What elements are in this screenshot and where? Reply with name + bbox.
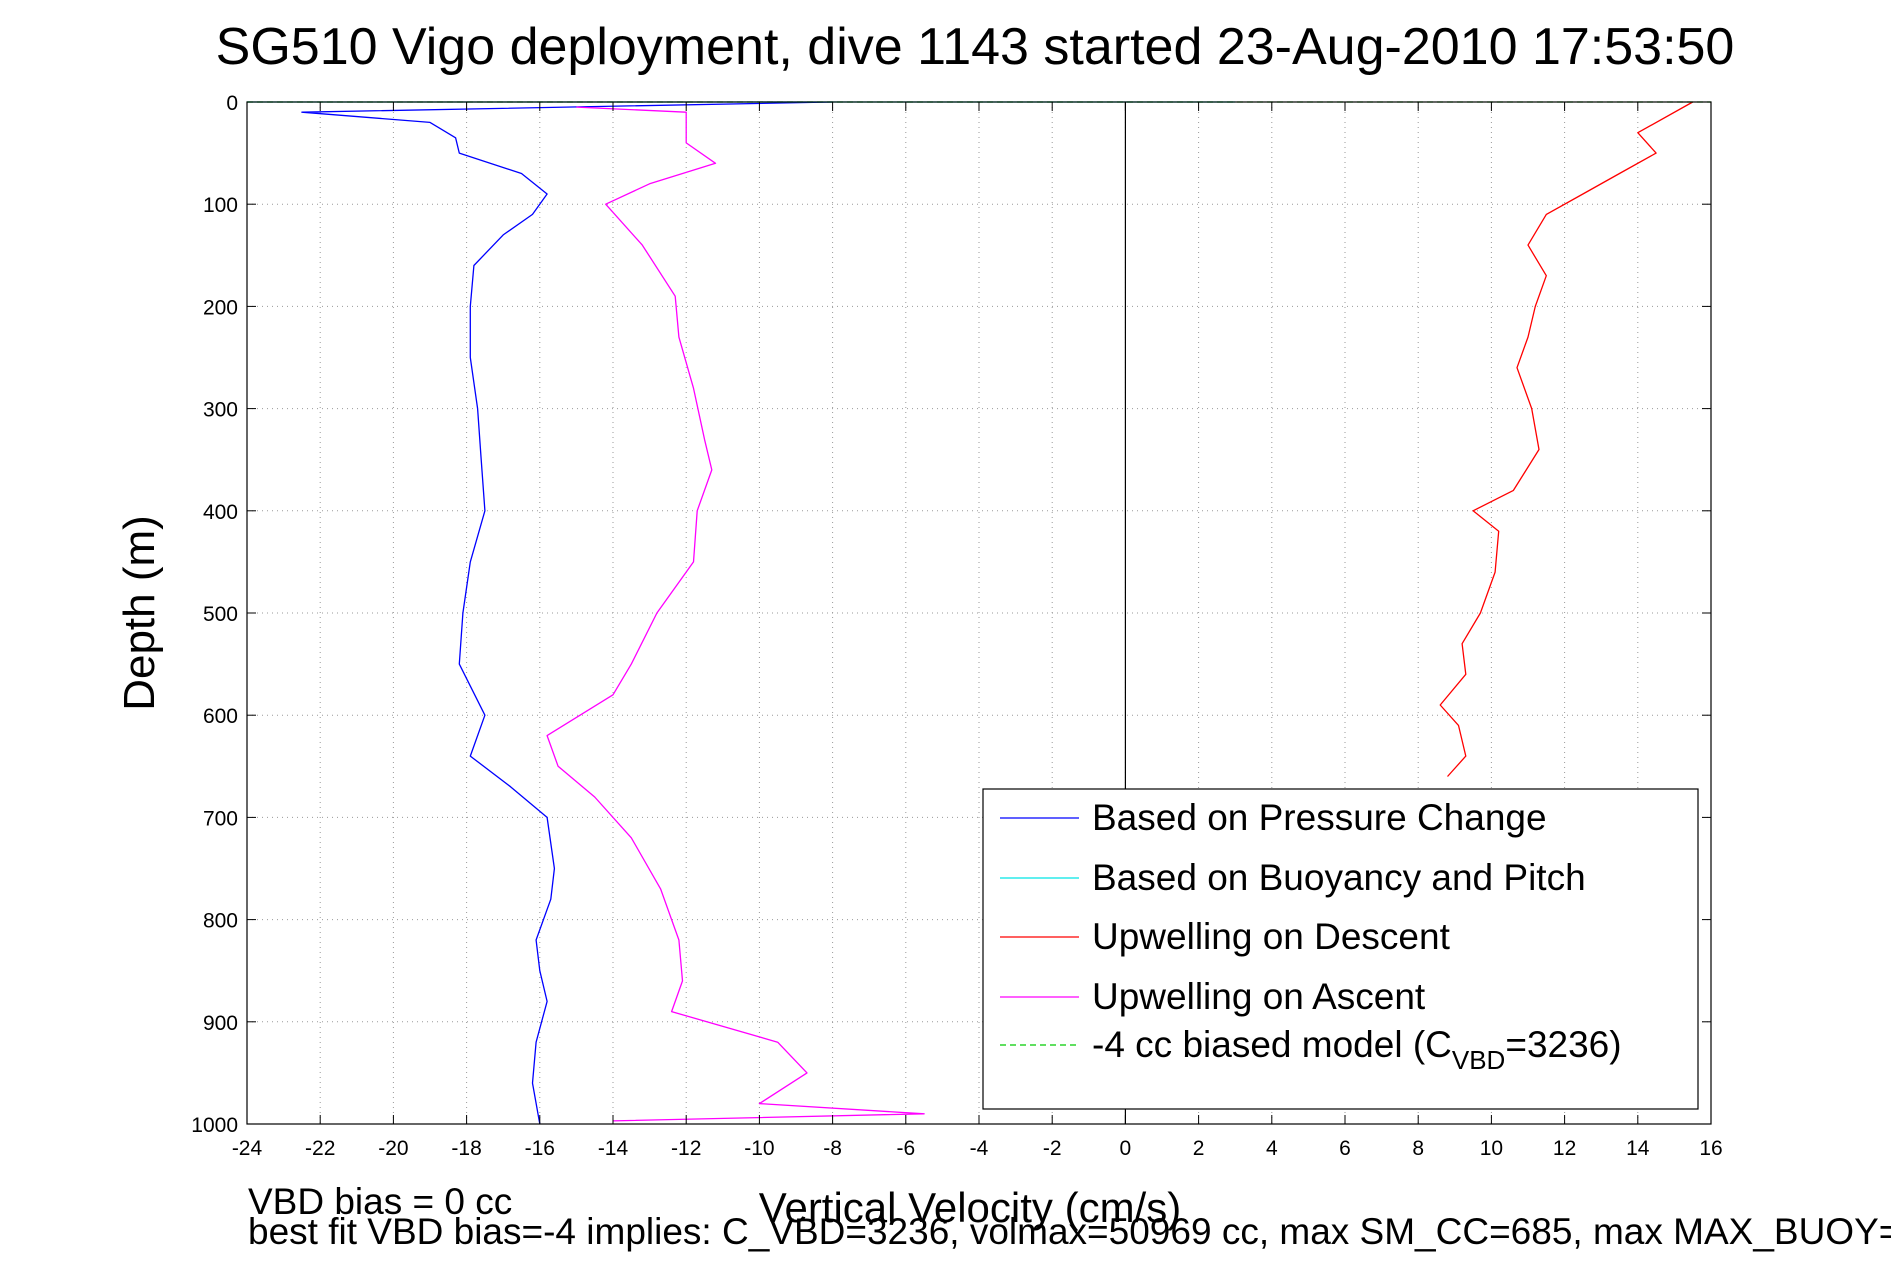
y-axis-label: Depth (m) (115, 515, 164, 711)
legend-label-4: Upwelling on Ascent (1092, 976, 1426, 1017)
x-tick-label: -6 (896, 1137, 915, 1160)
axes (246, 101, 1712, 1125)
y-tick-label: 200 (203, 296, 238, 319)
legend-label-3: Upwelling on Descent (1092, 916, 1451, 957)
x-tick-label: -16 (525, 1137, 555, 1160)
chart-title: SG510 Vigo deployment, dive 1143 started… (216, 18, 1735, 76)
x-tick-label: 16 (1699, 1137, 1722, 1160)
series-line-1 (301, 101, 833, 1125)
x-tick-label: 14 (1626, 1137, 1650, 1160)
x-tick-label: -8 (823, 1137, 842, 1160)
y-tick-labels: 0 100 200 300 400 500 600 700 800 900 1000 (191, 92, 238, 1137)
x-tick-label: -10 (744, 1137, 774, 1160)
x-tick-label: -4 (970, 1137, 989, 1160)
y-tick-label: 700 (203, 807, 238, 830)
x-tick-label: -12 (671, 1137, 701, 1160)
y-tick-label: 100 (203, 194, 238, 217)
x-tick-label: -18 (451, 1137, 481, 1160)
x-tick-label: -20 (378, 1137, 408, 1160)
y-tick-label: 1000 (191, 1114, 238, 1137)
series-line-4 (546, 106, 925, 1122)
x-tick-label: -2 (1043, 1137, 1062, 1160)
legend-label-2: Based on Buoyancy and Pitch (1092, 857, 1586, 898)
x-tick-label: 4 (1266, 1137, 1278, 1160)
legend-label-5: -4 cc biased model (CVBD=3236) (1092, 1024, 1622, 1075)
footnote-vbd-bias: VBD bias = 0 cc (248, 1181, 512, 1222)
x-axis-label: Vertical Velocity (cm/s) (759, 1184, 1181, 1231)
legend-label-base: -4 cc biased model (C (1092, 1024, 1452, 1065)
y-tick-label: 600 (203, 705, 238, 728)
y-tick-label: 500 (203, 603, 238, 626)
x-tick-label: 6 (1339, 1137, 1351, 1160)
series-line-3 (1439, 101, 1694, 777)
y-tick-label: 900 (203, 1012, 238, 1035)
y-tick-label: 0 (226, 92, 238, 115)
y-tick-label: 800 (203, 910, 238, 933)
legend-label-tail: =3236) (1505, 1024, 1621, 1065)
legend-label-1: Based on Pressure Change (1092, 797, 1547, 838)
x-tick-label: 2 (1193, 1137, 1205, 1160)
x-tick-label: 8 (1412, 1137, 1424, 1160)
footnote-best-fit: best fit VBD bias=-4 implies: C_VBD=3236… (248, 1211, 1891, 1252)
x-tick-label: 10 (1480, 1137, 1503, 1160)
x-tick-label: 12 (1553, 1137, 1576, 1160)
legend: Based on Pressure Change Based on Buoyanc… (982, 788, 1699, 1110)
legend-label-subscript: VBD (1452, 1045, 1505, 1075)
legend-box (982, 788, 1699, 1110)
x-tick-label: 0 (1120, 1137, 1132, 1160)
x-tick-label: -24 (232, 1137, 263, 1160)
x-tick-labels: -24 -22 -20 -18 -16 -14 -12 -10 -8 -6 -4 -2 0 2 4 6 8 10 1… (232, 1137, 1723, 1160)
y-tick-label: 400 (203, 501, 238, 524)
x-tick-label: -14 (598, 1137, 629, 1160)
y-tick-label: 300 (203, 399, 238, 422)
x-tick-label: -22 (305, 1137, 335, 1160)
